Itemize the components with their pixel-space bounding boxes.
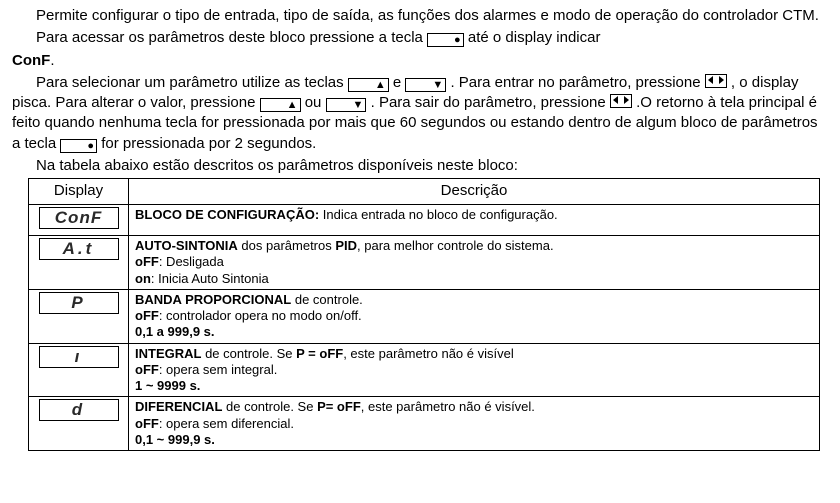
text: , este parâmetro não é visível — [343, 346, 514, 361]
display-box: d — [39, 399, 119, 421]
text: oFF — [135, 308, 159, 323]
text: de controle. Se — [201, 346, 296, 361]
text: e — [393, 74, 406, 91]
text: : controlador opera no modo on/off. — [159, 308, 362, 323]
text: 1 ~ 9999 s. — [135, 378, 200, 393]
display-box: ConF — [39, 207, 119, 229]
paragraph-2: Para acessar os parâmetros deste bloco p… — [12, 28, 828, 48]
text: BLOCO DE CONFIGURAÇÃO: — [135, 207, 319, 222]
text: : opera sem integral. — [159, 362, 278, 377]
display-cell: ı — [29, 343, 129, 397]
text: de controle. Se — [222, 399, 317, 414]
text: até o display indicar — [468, 29, 601, 46]
desc-cell: BLOCO DE CONFIGURAÇÃO: Indica entrada no… — [129, 204, 820, 235]
table-row: P BANDA PROPORCIONAL de controle. oFF: c… — [29, 289, 820, 343]
table-row: ı INTEGRAL de controle. Se P = oFF, este… — [29, 343, 820, 397]
param-table: Display Descrição ConF BLOCO DE CONFIGUR… — [28, 178, 820, 451]
key-dot-icon: ● — [427, 33, 464, 47]
key-up-icon: ▲ — [260, 98, 301, 112]
header-desc: Descrição — [129, 179, 820, 205]
text: PID — [335, 238, 357, 253]
table-row: ConF BLOCO DE CONFIGURAÇÃO: Indica entra… — [29, 204, 820, 235]
text: P= oFF — [317, 399, 361, 414]
text: Indica entrada no bloco de configuração. — [319, 207, 558, 222]
text: . Para sair do parâmetro, pressione — [371, 94, 610, 111]
text: P = oFF — [296, 346, 343, 361]
paragraph-2b: ConF. — [12, 51, 828, 71]
key-dot-icon: ● — [60, 139, 97, 153]
key-up-icon: ▲ — [348, 78, 389, 92]
key-leftright-icon — [610, 94, 632, 108]
desc-cell: INTEGRAL de controle. Se P = oFF, este p… — [129, 343, 820, 397]
text: for pressionada por 2 segundos. — [101, 135, 316, 152]
text: , este parâmetro não é visível. — [361, 399, 535, 414]
text: on — [135, 271, 151, 286]
display-box: ı — [39, 346, 119, 368]
text: Para acessar os parâmetros deste bloco p… — [36, 29, 427, 46]
text: ou — [305, 94, 326, 111]
paragraph-3: Para selecionar um parâmetro utilize as … — [12, 73, 828, 154]
paragraph-4: Na tabela abaixo estão descritos os parâ… — [12, 156, 828, 176]
text: oFF — [135, 416, 159, 431]
header-display: Display — [29, 179, 129, 205]
text: : Inicia Auto Sintonia — [151, 271, 269, 286]
table-row: A.t AUTO-SINTONIA dos parâmetros PID, pa… — [29, 236, 820, 290]
paragraph-1: Permite configurar o tipo de entrada, ti… — [12, 6, 828, 26]
text: : opera sem diferencial. — [159, 416, 294, 431]
display-cell: d — [29, 397, 129, 451]
text: oFF — [135, 254, 159, 269]
table-header-row: Display Descrição — [29, 179, 820, 205]
text: DIFERENCIAL — [135, 399, 222, 414]
display-cell: A.t — [29, 236, 129, 290]
key-leftright-icon — [705, 74, 727, 88]
key-down-icon: ▼ — [326, 98, 367, 112]
text: 0,1 ~ 999,9 s. — [135, 432, 215, 447]
desc-cell: BANDA PROPORCIONAL de controle. oFF: con… — [129, 289, 820, 343]
display-cell: ConF — [29, 204, 129, 235]
text: . Para entrar no parâmetro, pressione — [450, 74, 704, 91]
display-cell: P — [29, 289, 129, 343]
text: dos parâmetros — [238, 238, 336, 253]
table-row: d DIFERENCIAL de controle. Se P= oFF, es… — [29, 397, 820, 451]
text: : Desligada — [159, 254, 224, 269]
display-box: P — [39, 292, 119, 314]
text: Para selecionar um parâmetro utilize as … — [36, 74, 348, 91]
text: AUTO-SINTONIA — [135, 238, 238, 253]
text: . — [50, 52, 54, 69]
text: oFF — [135, 362, 159, 377]
text-conf: ConF — [12, 52, 50, 69]
text: INTEGRAL — [135, 346, 201, 361]
text: , para melhor controle do sistema. — [357, 238, 554, 253]
display-box: A.t — [39, 238, 119, 260]
text: BANDA PROPORCIONAL — [135, 292, 291, 307]
desc-cell: AUTO-SINTONIA dos parâmetros PID, para m… — [129, 236, 820, 290]
text: 0,1 a 999,9 s. — [135, 324, 215, 339]
text: de controle. — [291, 292, 363, 307]
key-down-icon: ▼ — [405, 78, 446, 92]
desc-cell: DIFERENCIAL de controle. Se P= oFF, este… — [129, 397, 820, 451]
